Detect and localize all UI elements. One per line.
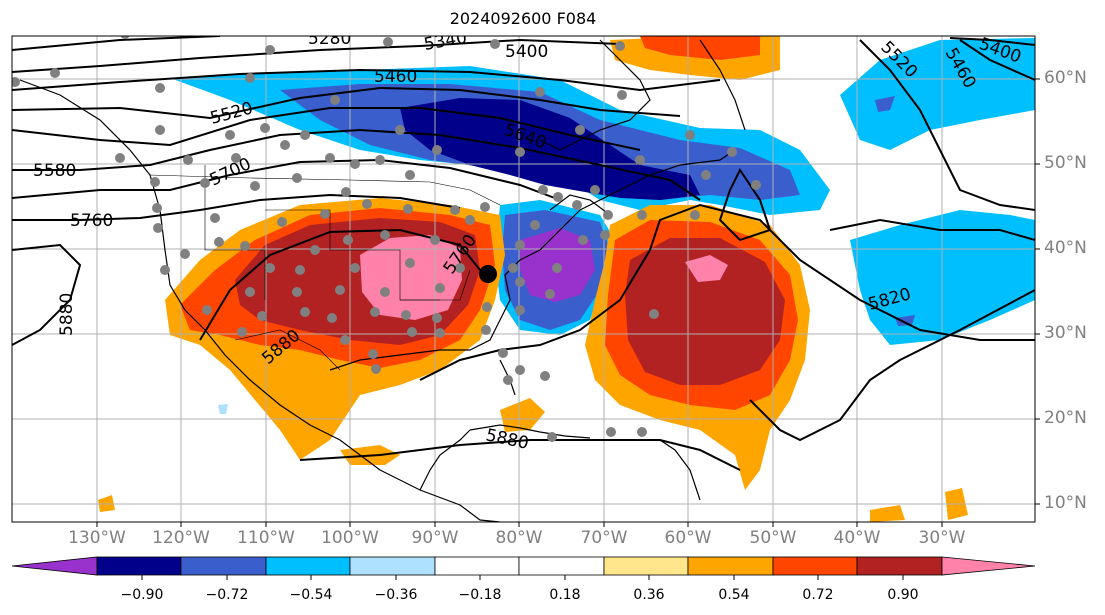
colorbar-segment [772,556,858,576]
colorbar-segment [96,556,182,576]
map-title: 2024092600 F084 [449,9,597,28]
lon-label: 100°W [321,528,379,548]
anomaly-region [360,235,462,320]
colorbar-tick-label: −0.18 [458,587,502,603]
contour-label: 5580 [33,161,76,181]
contour-label: 5760 [70,211,113,231]
lat-label: 30°N [1044,323,1087,343]
lon-label: 50°W [749,528,797,548]
lat-label: 60°N [1044,68,1087,88]
lat-label: 50°N [1044,153,1087,173]
lon-label: 80°W [495,528,543,548]
lon-label: 60°W [664,528,712,548]
lon-ticks [96,522,943,527]
lon-label: 40°W [833,528,881,548]
lon-label: 120°W [152,528,210,548]
colorbar-segment [518,556,605,576]
anomaly-region [500,398,545,432]
colorbar-tick-label: −0.90 [120,587,164,603]
anomaly-region [625,238,785,385]
colorbar-ticks [141,575,904,580]
contour-label: 5460 [374,67,417,87]
lat-label: 10°N [1044,493,1087,513]
colorbar-segment [603,556,689,576]
lon-label: 110°W [237,528,295,548]
station-dots [12,36,761,442]
colorbar-segment [434,556,520,576]
colorbar-tick-label: 0.18 [549,587,581,603]
map-area: 5280 5340 5400 5460 5520 5580 5640 5700 … [12,29,1035,522]
colorbar-segment [856,556,943,576]
contour-label: 5400 [505,42,548,62]
anomaly-region [400,98,700,200]
colorbar-tick-label: 0.54 [718,587,750,603]
colorbar [11,556,1036,576]
colorbar-tick-label: 0.72 [802,587,834,603]
colorbar-tick-label: 0.90 [887,587,919,603]
colorbar-tick-label: −0.36 [374,587,418,603]
anomaly-region [840,38,1035,150]
lat-ticks [1035,78,1040,505]
colorbar-segment [687,556,774,576]
contour-label: 5280 [308,29,351,49]
lon-label: 130°W [68,528,126,548]
anomaly-region [870,505,905,522]
political-borders [149,165,501,371]
colorbar-segment [349,556,436,576]
lon-label: 30°W [918,528,966,548]
colorbar-segment [941,556,1036,576]
anomaly-region [895,315,915,326]
colorbar-segment [11,556,98,576]
lon-label: 70°W [580,528,628,548]
anomaly-region [640,36,760,60]
lon-label: 90°W [411,528,459,548]
height-contours [12,36,1035,471]
anomaly-region [685,255,728,282]
colorbar-segment [180,556,267,576]
lat-label: 40°N [1044,238,1087,258]
contour-label: 5880 [57,293,77,336]
anomaly-region [218,404,228,414]
map-frame [11,35,1036,523]
colorbar-tick-label: −0.54 [289,587,333,603]
lat-label: 20°N [1044,408,1087,428]
colorbar-segment [265,556,351,576]
colorbar-tick-label: 0.36 [633,587,665,603]
colorbar-tick-label: −0.72 [205,587,249,603]
location-marker [479,265,497,283]
anomaly-region [875,96,895,112]
